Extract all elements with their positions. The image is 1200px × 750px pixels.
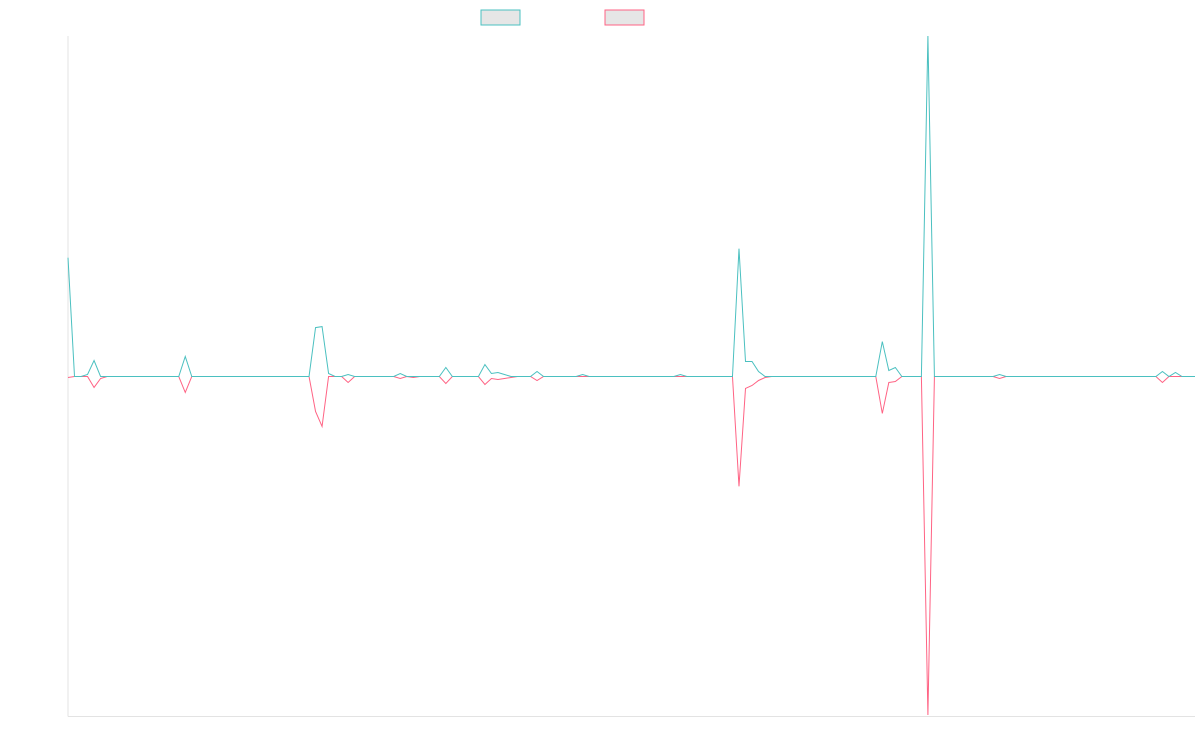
legend-swatch[interactable] (604, 9, 645, 26)
series-line (67, 375, 1195, 716)
series-line (67, 35, 1195, 378)
legend-swatch[interactable] (480, 9, 521, 26)
